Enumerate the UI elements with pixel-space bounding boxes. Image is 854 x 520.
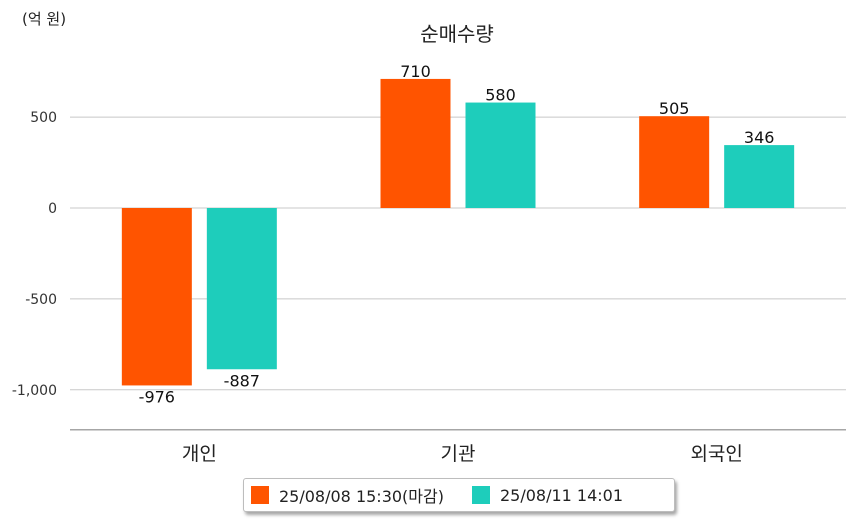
data-label: -887 xyxy=(224,371,260,390)
x-tick-label: 개인 xyxy=(182,443,217,465)
data-label: -976 xyxy=(139,387,175,406)
y-tick-label: -1,000 xyxy=(12,383,57,399)
bar[interactable] xyxy=(639,116,710,208)
x-tick-label: 외국인 xyxy=(690,443,742,465)
legend-swatch-series-1 xyxy=(251,486,269,504)
unit-label: (억 원) xyxy=(22,10,67,28)
data-label: 505 xyxy=(659,99,690,118)
bar[interactable] xyxy=(206,208,277,370)
bar[interactable] xyxy=(121,208,192,386)
data-label: 580 xyxy=(485,86,516,105)
legend-swatch-series-2 xyxy=(471,486,490,504)
data-label: 346 xyxy=(744,128,775,147)
legend-item-series-2[interactable]: 25/08/11 14:01 xyxy=(471,485,624,505)
x-tick-label: 기관 xyxy=(441,443,476,465)
legend-label-series-2: 25/08/11 14:01 xyxy=(499,485,624,505)
data-label: 710 xyxy=(400,62,431,81)
legend-label-series-1: 25/08/08 15:30(마감) xyxy=(279,487,444,506)
legend: 25/08/08 15:30(마감) 25/08/11 14:01 xyxy=(243,478,675,512)
bar[interactable] xyxy=(724,145,795,208)
y-tick-label: 0 xyxy=(48,201,57,217)
bar[interactable] xyxy=(465,102,536,208)
y-tick-label: -500 xyxy=(25,292,57,308)
chart-title: 순매수량 xyxy=(420,22,494,46)
legend-item-series-1[interactable]: 25/08/08 15:30(마감) xyxy=(251,483,444,507)
y-tick-label: 500 xyxy=(30,110,57,126)
bar[interactable] xyxy=(380,78,451,208)
